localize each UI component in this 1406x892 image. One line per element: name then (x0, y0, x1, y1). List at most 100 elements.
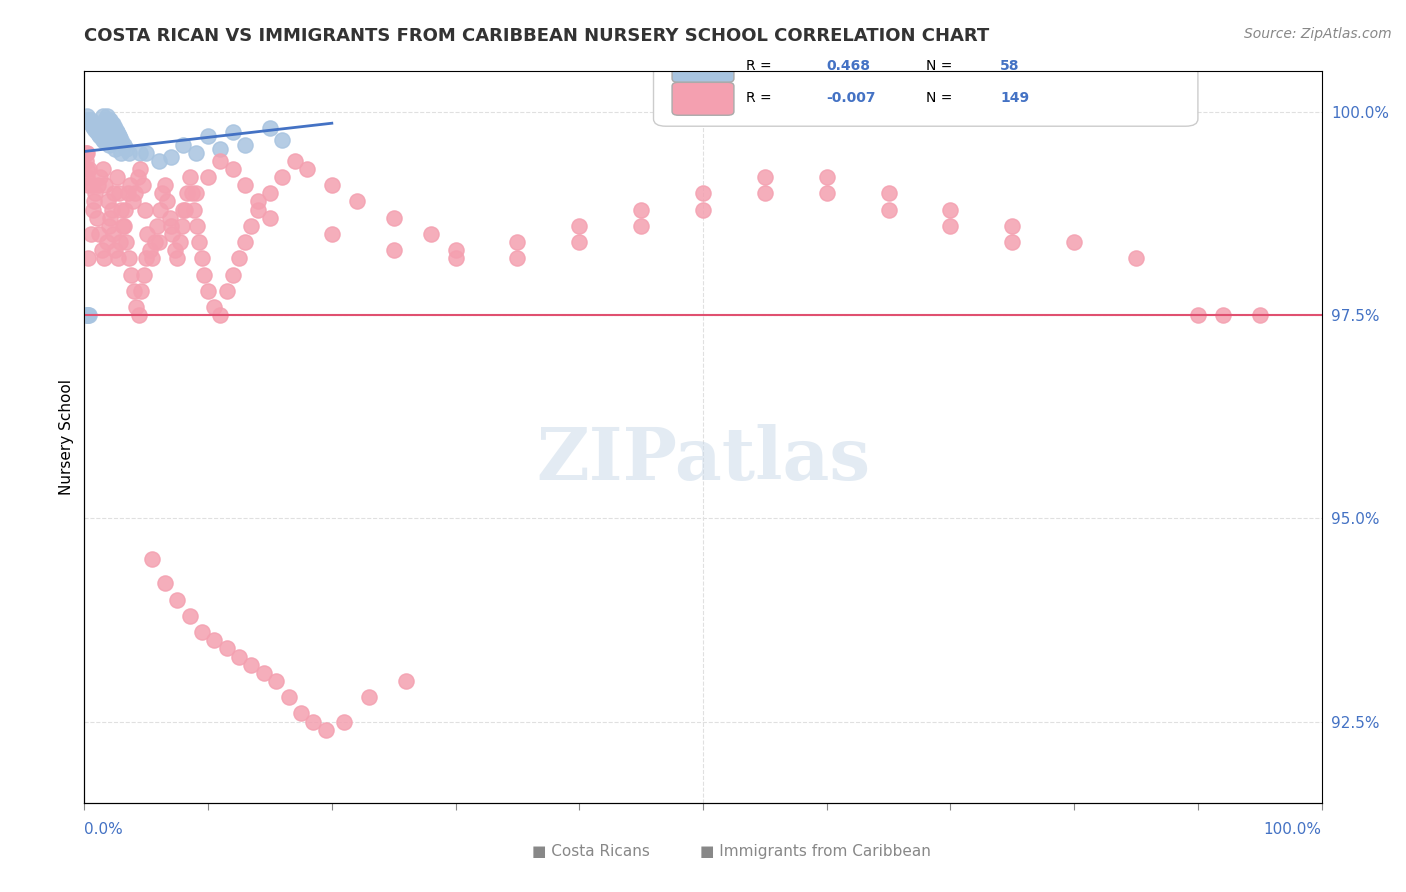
Point (76, 308, 98, 322)
Point (91, 109, 114, 123)
FancyBboxPatch shape (672, 49, 734, 82)
Point (87, 178, 110, 193)
Point (179, 608, 201, 623)
Point (118, 145, 141, 160)
Point (89, 129, 111, 144)
Point (181, 186, 204, 201)
Point (395, 673, 418, 688)
Point (197, 129, 219, 144)
Point (79, 114, 101, 128)
Point (135, 145, 157, 160)
Point (90, 131, 112, 145)
Point (127, 169, 149, 184)
Point (93, 134, 115, 148)
Point (76, 145, 98, 160)
Point (84, 186, 107, 201)
Point (148, 153, 170, 168)
Point (1001, 235, 1024, 249)
Point (129, 161, 152, 176)
Point (240, 219, 263, 233)
Point (172, 219, 194, 233)
Point (104, 121, 127, 136)
Point (125, 300, 148, 314)
Text: Source: ZipAtlas.com: Source: ZipAtlas.com (1244, 27, 1392, 41)
Point (83, 121, 105, 136)
Point (295, 161, 318, 176)
Point (128, 308, 150, 322)
Point (290, 706, 312, 721)
Point (357, 690, 380, 705)
Point (215, 284, 238, 298)
Point (89, 128, 111, 142)
Point (89, 129, 111, 144)
Point (191, 252, 214, 266)
Point (79, 116, 101, 130)
Point (89, 169, 111, 184)
Point (264, 673, 287, 688)
Point (86, 211, 108, 225)
Point (105, 125, 128, 139)
Point (98, 113, 121, 128)
Point (259, 186, 281, 201)
Point (77, 113, 100, 128)
Point (271, 133, 294, 147)
Point (184, 145, 207, 160)
Point (444, 243, 467, 257)
Point (111, 219, 134, 233)
Point (86, 124, 108, 138)
Point (98, 121, 121, 136)
Point (100, 202, 122, 217)
FancyBboxPatch shape (654, 38, 1198, 126)
Point (877, 202, 900, 217)
Point (115, 142, 138, 156)
Point (169, 235, 191, 249)
Point (246, 194, 269, 209)
Point (94, 113, 117, 128)
Point (228, 649, 250, 664)
Point (233, 137, 256, 152)
Point (215, 641, 238, 656)
Point (80, 118, 103, 132)
Point (173, 202, 195, 217)
Point (148, 235, 170, 249)
Point (108, 129, 131, 144)
Point (112, 219, 135, 233)
Text: 0.468: 0.468 (827, 59, 870, 72)
Point (160, 219, 183, 233)
Point (82, 117, 104, 131)
Point (76, 161, 98, 176)
Point (1187, 308, 1209, 322)
Point (197, 169, 219, 184)
Point (333, 714, 356, 729)
Point (107, 252, 129, 266)
Point (110, 235, 132, 249)
Point (153, 576, 176, 591)
Point (108, 186, 131, 201)
Point (118, 252, 141, 266)
Point (93, 252, 115, 266)
Point (79, 161, 101, 176)
Point (150, 186, 173, 201)
Point (82, 202, 104, 217)
Point (82, 120, 104, 134)
Point (184, 186, 207, 201)
Point (75, 153, 97, 168)
Point (84, 121, 107, 136)
Text: ■ Costa Ricans: ■ Costa Ricans (531, 845, 650, 859)
Point (240, 657, 263, 672)
Point (77, 178, 100, 193)
Point (149, 202, 172, 217)
Point (122, 284, 145, 298)
Point (222, 268, 245, 282)
Point (105, 125, 128, 139)
Point (222, 125, 245, 139)
Text: 0.0%: 0.0% (84, 822, 124, 837)
Point (630, 219, 652, 233)
Point (104, 243, 127, 257)
Point (815, 169, 838, 184)
Point (146, 219, 169, 233)
Point (98, 211, 121, 225)
Text: N =: N = (925, 59, 956, 72)
Point (253, 665, 276, 680)
Y-axis label: Nursery School: Nursery School (59, 379, 75, 495)
